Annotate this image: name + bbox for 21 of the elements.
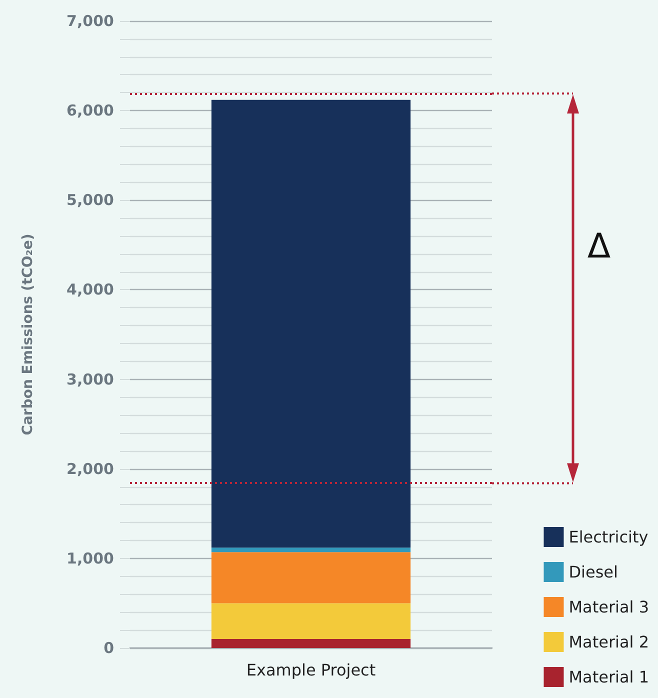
x-tick-label: Example Project [246,660,376,680]
y-tick-label: 3,000 [66,370,114,388]
legend-label: Diesel [568,562,618,582]
y-tick-label: 1,000 [66,549,114,568]
bar [211,603,411,640]
text: Δ [587,226,611,267]
y-tick-label: 5,000 [66,191,114,210]
y-tick-label: 4,000 [66,280,114,299]
bar [211,552,411,604]
legend-label: Material 2 [568,632,649,652]
bar [211,639,411,648]
bar [211,548,411,552]
y-tick-label: 2,000 [66,460,114,478]
y-axis-title: Carbon Emissions (tCO₂e) [20,234,36,436]
y-tick-label: 7,000 [66,12,114,30]
legend-label: Electricity [568,528,648,546]
bar [211,100,411,548]
legend-label: Material 3 [568,598,649,616]
y-tick-label: 6,000 [66,102,114,120]
legend-label: Material 1 [568,668,649,686]
y-tick-label: 0 [104,639,114,657]
